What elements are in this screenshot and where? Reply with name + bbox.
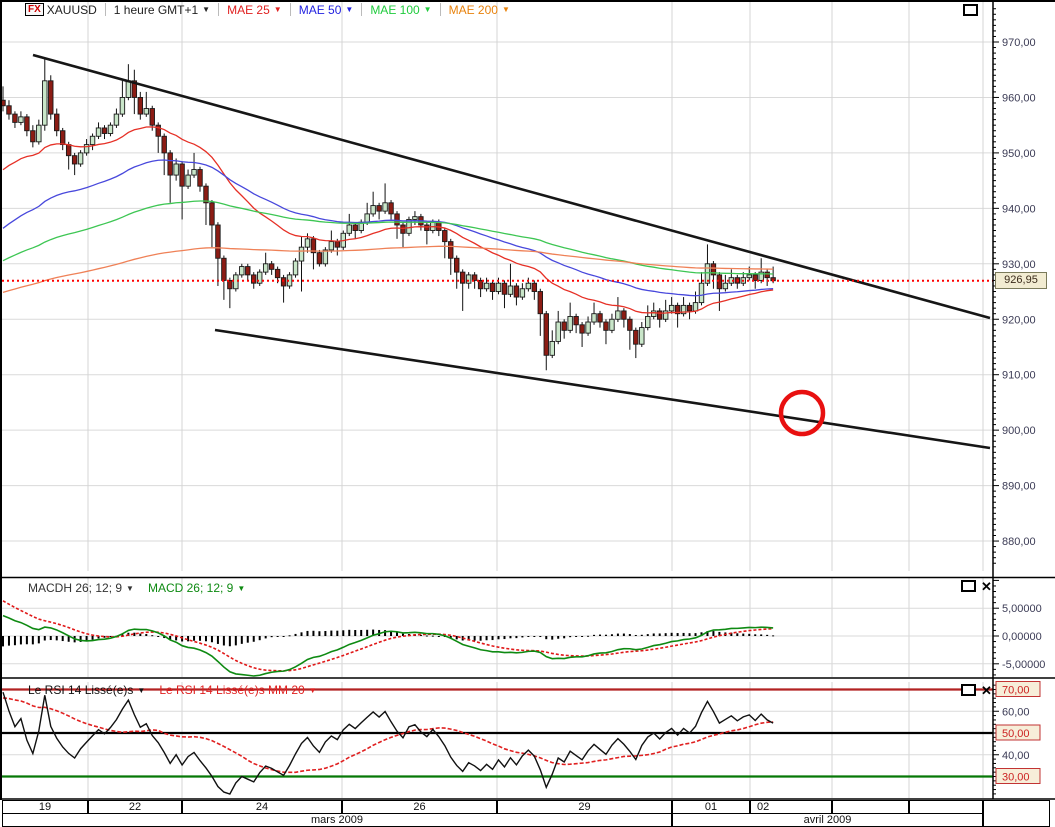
ma-200-label: MAE 200 bbox=[448, 2, 498, 17]
timeline-day-cell: 24 bbox=[182, 800, 342, 814]
svg-text:950,00: 950,00 bbox=[1002, 148, 1036, 160]
timeline-day-cell: 22 bbox=[88, 800, 182, 814]
maximize-icon[interactable] bbox=[963, 4, 978, 16]
svg-text:960,00: 960,00 bbox=[1002, 92, 1036, 104]
svg-text:920,00: 920,00 bbox=[1002, 314, 1036, 326]
chevron-down-icon: ▼ bbox=[202, 5, 211, 14]
timeline-day-cell: 19 bbox=[2, 800, 88, 814]
drawing-annotations[interactable] bbox=[2, 53, 993, 450]
header-separator bbox=[361, 3, 363, 16]
rsi-dropdown[interactable]: Le RSI 14 Lissé(e)s ▼ bbox=[28, 683, 145, 697]
timeline-day-cell bbox=[832, 800, 909, 814]
timeline-corner-cell bbox=[983, 800, 1050, 827]
svg-text:940,00: 940,00 bbox=[1002, 203, 1036, 215]
macd-close-icon[interactable]: ✕ bbox=[981, 578, 992, 594]
macd-window-controls: ✕ bbox=[961, 578, 992, 594]
svg-text:0,00000: 0,00000 bbox=[1002, 631, 1042, 643]
fx-logo: FX bbox=[25, 3, 44, 16]
timeline-day-cell: 01 bbox=[672, 800, 750, 814]
top-header: FX XAUUSD 1 heure GMT+1 ▼ MAE 25 ▼ MAE 5… bbox=[25, 2, 510, 17]
chevron-down-icon: ▼ bbox=[501, 5, 510, 14]
macdh-dropdown[interactable]: MACDH 26; 12; 9 ▼ bbox=[28, 581, 134, 595]
header-separator bbox=[289, 3, 291, 16]
timeline-month-cell: mars 2009 bbox=[2, 813, 672, 827]
ma-indicator-50[interactable]: MAE 50 ▼ bbox=[299, 3, 354, 17]
header-separator bbox=[218, 3, 220, 16]
upper-trendline[interactable] bbox=[32, 53, 991, 320]
header-separator bbox=[104, 3, 106, 16]
timeline-day-cell: 02 bbox=[750, 800, 832, 814]
ma-indicator-100[interactable]: MAE 100 ▼ bbox=[370, 3, 431, 17]
ma-25-label: MAE 25 bbox=[227, 2, 270, 17]
rsi-label: Le RSI 14 Lissé(e)s bbox=[28, 683, 134, 697]
rsi-axis: 70,00 60,00 50,00 40,00 30,00 bbox=[993, 681, 1041, 795]
symbol-label: XAUUSD bbox=[46, 2, 97, 17]
svg-text:910,00: 910,00 bbox=[1002, 370, 1036, 382]
timeline-day-cell: 26 bbox=[342, 800, 497, 814]
chevron-down-icon: ▼ bbox=[345, 5, 354, 14]
svg-text:890,00: 890,00 bbox=[1002, 481, 1036, 493]
chevron-down-icon: ▼ bbox=[126, 583, 134, 593]
rsi-header: Le RSI 14 Lissé(e)s ▼ Le RSI 14 Lissé(e)… bbox=[28, 683, 317, 697]
svg-text:880,00: 880,00 bbox=[1002, 536, 1036, 548]
rsi-maximize-icon[interactable] bbox=[961, 684, 976, 696]
svg-text:970,00: 970,00 bbox=[1002, 37, 1036, 49]
ma-50-label: MAE 50 bbox=[298, 2, 342, 17]
macd-lines bbox=[2, 600, 774, 677]
chevron-down-icon: ▼ bbox=[308, 685, 317, 695]
svg-text:30,00: 30,00 bbox=[1002, 772, 1030, 784]
chevron-down-icon: ▼ bbox=[137, 685, 146, 695]
macd-axis: 5,00000 0,00000 -5,00000 bbox=[993, 579, 1045, 676]
price-axis: 970,00 960,00 950,00 940,00 930,00 920,00 910,… bbox=[992, 0, 1036, 799]
rsi-close-icon[interactable]: ✕ bbox=[981, 682, 992, 698]
panel-borders bbox=[0, 0, 1055, 800]
rsi-window-controls: ✕ bbox=[961, 682, 992, 698]
candlestick-series bbox=[2, 58, 776, 371]
header-separator bbox=[439, 3, 441, 16]
svg-text:50,00: 50,00 bbox=[1002, 728, 1030, 740]
timeline-day-cell: 29 bbox=[497, 800, 672, 814]
main-chart-window-controls bbox=[963, 4, 978, 16]
svg-text:70,00: 70,00 bbox=[1002, 685, 1030, 697]
timeline-month-cell: avril 2009 bbox=[672, 813, 983, 827]
timeline-day-cell bbox=[909, 800, 983, 814]
macdh-label: MACDH 26; 12; 9 bbox=[28, 581, 123, 595]
chart-canvas[interactable]: 970,00 960,00 950,00 940,00 930,00 920,00 910,… bbox=[0, 0, 1055, 800]
rsi-ma-dropdown[interactable]: Le RSI 14 Lissé(e)s MM 20 ▼ bbox=[159, 683, 316, 697]
chevron-down-icon: ▼ bbox=[423, 5, 432, 14]
chevron-down-icon: ▼ bbox=[237, 583, 246, 593]
macd-label: MACD 26; 12; 9 bbox=[147, 581, 234, 595]
ma-line-50 bbox=[2, 159, 774, 297]
ma-line-200 bbox=[2, 245, 774, 294]
macd-maximize-icon[interactable] bbox=[961, 580, 976, 592]
highlight-circle[interactable] bbox=[778, 389, 826, 437]
ma-line-100 bbox=[2, 200, 774, 275]
rsi-lines bbox=[2, 692, 774, 795]
svg-text:60,00: 60,00 bbox=[1002, 706, 1030, 718]
svg-text:40,00: 40,00 bbox=[1002, 750, 1030, 762]
svg-text:930,00: 930,00 bbox=[1002, 259, 1036, 271]
ma-indicator-200[interactable]: MAE 200 ▼ bbox=[449, 3, 510, 17]
last-price-tag: 926,95 bbox=[995, 272, 1047, 289]
macd-header: MACDH 26; 12; 9 ▼ MACD 26; 12; 9 ▼ bbox=[28, 581, 245, 595]
ma-100-label: MAE 100 bbox=[370, 2, 420, 17]
timeframe-label: 1 heure GMT+1 bbox=[113, 2, 199, 17]
svg-text:5,00000: 5,00000 bbox=[1002, 603, 1042, 615]
time-axis: 19 22 24 26 29 01 02 mars 2009 avril 2009 bbox=[0, 800, 1055, 827]
rsi-ma-label: Le RSI 14 Lissé(e)s MM 20 bbox=[159, 683, 305, 697]
ma-line-25 bbox=[2, 126, 774, 314]
svg-text:900,00: 900,00 bbox=[1002, 425, 1036, 437]
svg-text:-5,00000: -5,00000 bbox=[1002, 659, 1045, 671]
ma-indicator-25[interactable]: MAE 25 ▼ bbox=[227, 3, 282, 17]
timeframe-dropdown[interactable]: 1 heure GMT+1 ▼ bbox=[114, 3, 210, 17]
rsi-level-lines bbox=[2, 688, 993, 778]
chevron-down-icon: ▼ bbox=[273, 5, 282, 14]
lower-trendline[interactable] bbox=[214, 328, 991, 450]
macd-dropdown[interactable]: MACD 26; 12; 9 ▼ bbox=[148, 581, 245, 595]
